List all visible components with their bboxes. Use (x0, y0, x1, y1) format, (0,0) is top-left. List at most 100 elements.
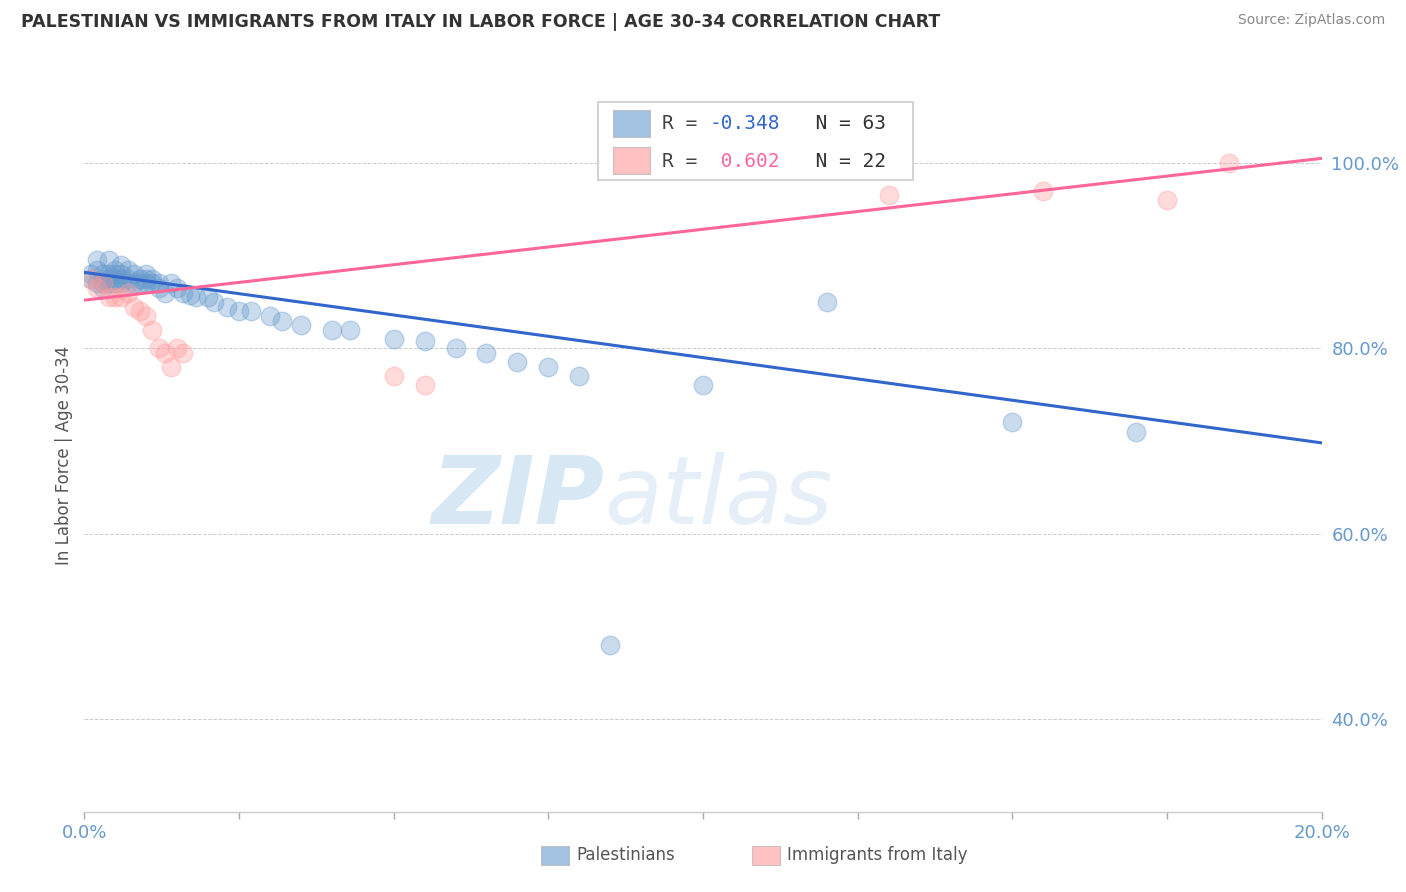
Point (135, 272, 157, 286)
Point (104, 267, 127, 281)
Point (129, 277, 152, 291)
Point (1001, 416, 1024, 430)
Point (79, 267, 101, 281)
Point (382, 332, 405, 346)
Point (599, 638, 621, 652)
Text: ZIP: ZIP (432, 451, 605, 544)
Text: N = 63: N = 63 (792, 114, 886, 133)
Point (179, 287, 201, 301)
Point (129, 272, 152, 286)
Text: R =: R = (662, 152, 709, 171)
Point (382, 369, 405, 384)
Point (117, 285, 139, 300)
Point (259, 309, 281, 323)
Point (166, 281, 188, 295)
Point (91, 272, 114, 286)
Point (104, 290, 127, 304)
Point (172, 285, 194, 300)
Bar (613, 110, 650, 137)
Point (153, 285, 176, 300)
Point (117, 272, 139, 286)
Point (228, 304, 250, 318)
Text: R =: R = (662, 114, 709, 133)
Point (135, 309, 157, 323)
Point (98, 267, 121, 281)
Point (202, 295, 225, 310)
Point (86, 277, 108, 291)
Point (153, 346, 176, 360)
Point (135, 277, 157, 291)
Point (79, 272, 101, 286)
Point (86, 253, 108, 268)
Point (413, 378, 436, 392)
Point (271, 313, 294, 327)
Point (122, 300, 145, 314)
Point (1218, 156, 1240, 170)
Point (117, 262, 139, 277)
Point (692, 378, 714, 392)
Point (91, 281, 114, 295)
Point (568, 369, 591, 384)
Point (506, 355, 529, 369)
Point (1125, 425, 1147, 439)
Point (110, 272, 132, 286)
Point (141, 323, 163, 337)
Point (86, 262, 108, 277)
Point (104, 277, 127, 291)
Point (104, 272, 127, 286)
Point (104, 262, 127, 277)
Text: PALESTINIAN VS IMMIGRANTS FROM ITALY IN LABOR FORCE | AGE 30-34 CORRELATION CHAR: PALESTINIAN VS IMMIGRANTS FROM ITALY IN … (21, 13, 941, 31)
Point (117, 277, 139, 291)
Point (339, 323, 361, 337)
Point (475, 346, 498, 360)
Point (98, 290, 121, 304)
Point (290, 318, 312, 333)
Point (98, 253, 121, 268)
Text: Palestinians: Palestinians (576, 847, 675, 864)
Point (321, 323, 343, 337)
Point (413, 334, 436, 348)
Point (184, 290, 207, 304)
Y-axis label: In Labor Force | Age 30-34: In Labor Force | Age 30-34 (55, 345, 73, 565)
Point (172, 346, 194, 360)
Point (148, 277, 170, 291)
Point (122, 277, 145, 291)
Point (135, 267, 157, 281)
Point (122, 267, 145, 281)
Point (160, 359, 183, 374)
Point (86, 281, 108, 295)
Point (79, 272, 101, 286)
Point (148, 281, 170, 295)
Point (91, 277, 114, 291)
Point (110, 267, 132, 281)
Point (444, 342, 467, 356)
Point (141, 272, 163, 286)
Point (98, 272, 121, 286)
Point (148, 342, 170, 356)
Point (537, 359, 560, 374)
Point (1032, 184, 1054, 198)
Point (197, 290, 219, 304)
Point (160, 277, 183, 291)
Text: Immigrants from Italy: Immigrants from Italy (787, 847, 967, 864)
Point (110, 277, 132, 291)
Point (1156, 193, 1178, 207)
Point (141, 277, 163, 291)
Bar (598, 102, 914, 180)
Point (110, 290, 132, 304)
Text: Source: ZipAtlas.com: Source: ZipAtlas.com (1237, 13, 1385, 28)
Point (215, 300, 238, 314)
Point (166, 342, 188, 356)
Point (129, 304, 152, 318)
Text: atlas: atlas (605, 452, 832, 543)
Text: N = 22: N = 22 (792, 152, 886, 171)
Text: 0.602: 0.602 (709, 152, 780, 171)
Point (815, 295, 838, 310)
Bar (613, 147, 650, 174)
Text: -0.348: -0.348 (709, 114, 780, 133)
Point (877, 188, 900, 202)
Point (98, 277, 121, 291)
Point (240, 304, 263, 318)
Point (91, 267, 114, 281)
Point (110, 258, 132, 272)
